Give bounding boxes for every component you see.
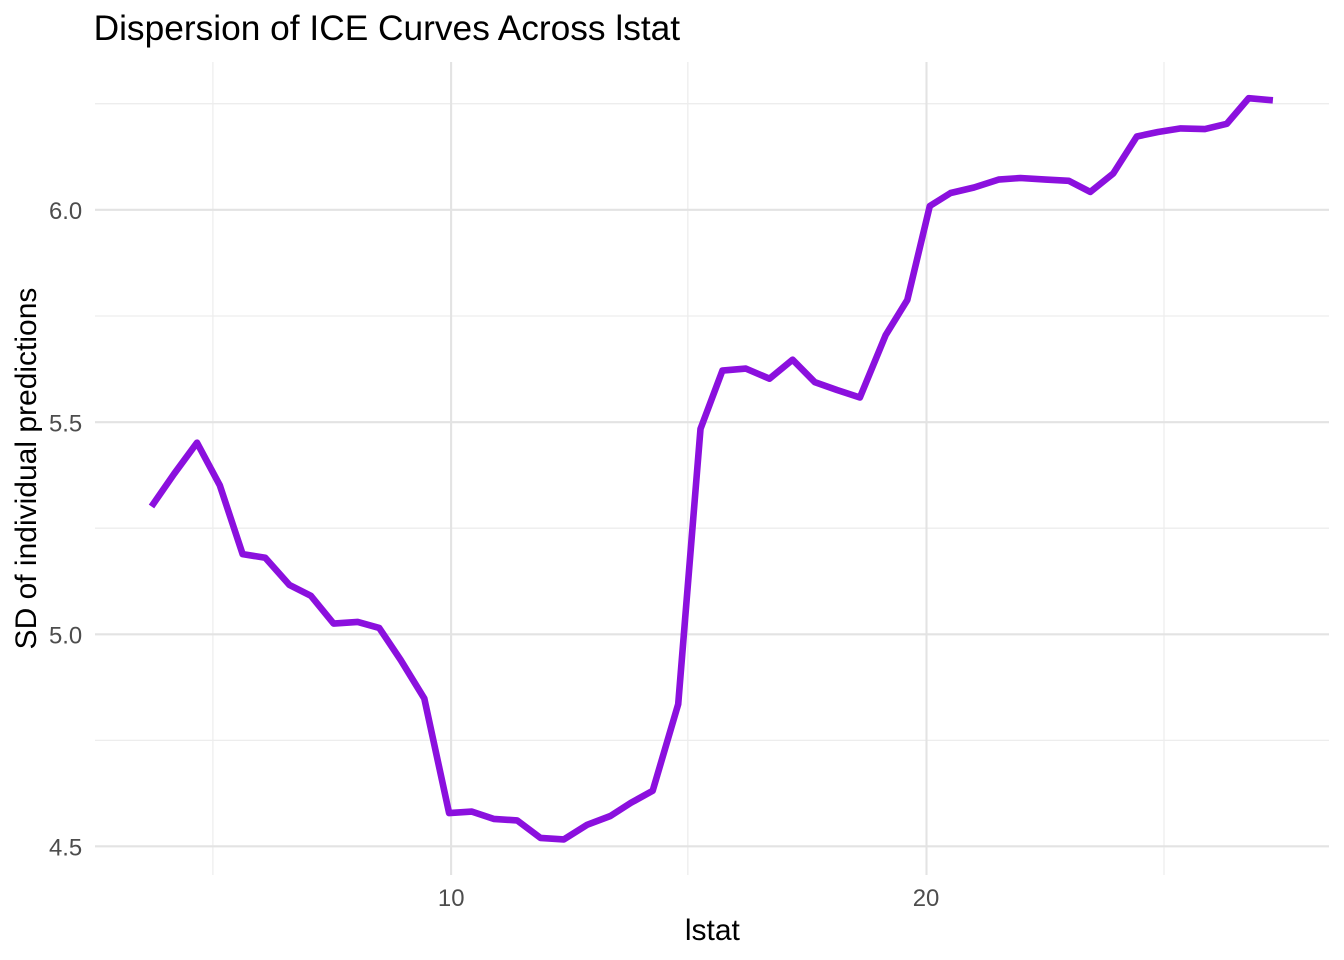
- svg-text:4.5: 4.5: [49, 835, 82, 862]
- svg-text:lstat: lstat: [685, 914, 741, 947]
- svg-text:20: 20: [913, 885, 940, 912]
- svg-text:5.0: 5.0: [49, 623, 82, 650]
- svg-text:6.0: 6.0: [49, 198, 82, 225]
- svg-text:10: 10: [438, 885, 465, 912]
- svg-text:Dispersion of ICE Curves Acros: Dispersion of ICE Curves Across lstat: [94, 9, 681, 48]
- svg-text:SD of individual predictions: SD of individual predictions: [10, 288, 43, 650]
- svg-text:5.5: 5.5: [49, 410, 82, 437]
